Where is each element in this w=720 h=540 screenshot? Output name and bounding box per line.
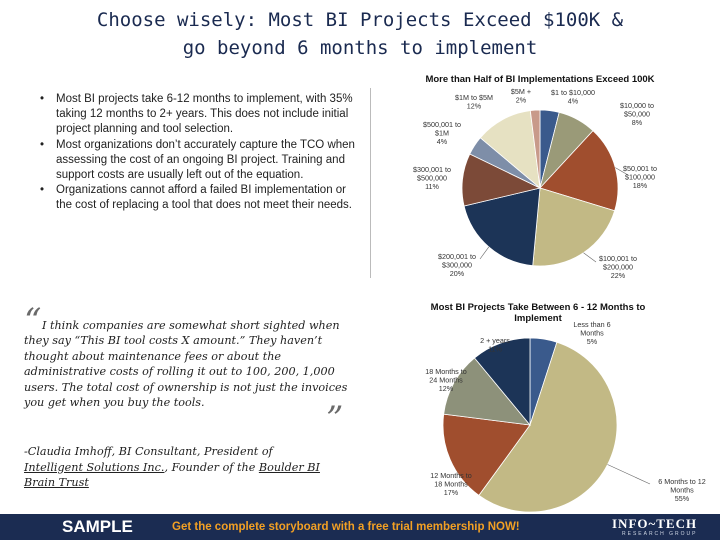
leader-line [607,464,651,485]
bullet-item: Organizations cannot afford a failed BI … [30,183,360,213]
slice-label: $5M +2% [511,87,531,105]
quote-attribution: -Claudia Imhoff, BI Consultant, Presiden… [24,444,354,491]
column-divider [370,88,371,278]
title-line-1: Choose wisely: Most BI Projects Exceed $… [96,9,624,31]
company-link[interactable]: Intelligent Solutions Inc. [24,460,165,474]
quote-body: I think companies are somewhat short sig… [24,319,348,410]
info-tech-logo: INFO~TECH [612,516,698,531]
bullet-list: Most BI projects take 6-12 months to imp… [30,92,360,214]
pie-slice [442,413,531,496]
pie-slice [532,187,616,267]
close-quote-mark: ” [326,399,344,439]
slice-label: $10,000 to $50,000 8% [620,101,654,127]
title-line-2: go beyond 6 months to implement [182,37,538,59]
duration-pie-chart: Most BI Projects Take Between 6 - 12 Mon… [425,302,706,513]
slice-label: $1M to $5M 12% [455,93,493,111]
pie-slice [463,187,541,267]
pie-slice [529,109,541,189]
slice-label: 12 Months to 18 Months 17% [430,471,472,497]
charts-canvas: More than Half of BI Implementations Exc… [413,74,706,513]
attribution-prefix: -Claudia Imhoff, BI Consultant, Presiden… [24,445,273,458]
leader-line [479,246,490,260]
chart-title: More than Half of BI Implementations Exc… [425,74,654,85]
bullet-item: Most BI projects take 6-12 months to imp… [30,92,360,138]
slice-label: 2 + years 11% [480,336,510,354]
info-tech-logo-sub: RESEARCH GROUP [622,531,698,537]
page-title: Choose wisely: Most BI Projects Exceed $… [0,6,720,62]
trial-cta-link[interactable]: Get the complete storyboard with a free … [172,521,520,533]
pie-slice [478,341,618,513]
slice-label: $200,001 to $300,000 20% [438,252,476,278]
slice-label: Less than 6 Months 5% [573,320,610,346]
footer-banner: SAMPLE Get the complete storyboard with … [0,514,720,540]
bullet-item: Most organizations don’t accurately capt… [30,138,360,184]
slice-label: $300,001 to $500,000 11% [413,165,451,191]
slice-label: $1 to $10,000 4% [551,88,595,106]
slice-label: $500,001 to $1M 4% [423,120,461,146]
pie-slice [443,357,531,426]
open-quote-mark: “ [24,301,42,341]
slice-label: $50,001 to $100,000 18% [623,164,657,190]
sample-label: SAMPLE [62,517,133,536]
slice-label: $100,001 to $200,000 22% [599,254,637,280]
pie-slice [473,337,531,427]
cost-pie-chart: More than Half of BI Implementations Exc… [413,74,657,280]
quote-text: I think companies are somewhat short sig… [24,318,350,410]
boulder-bi-link[interactable]: Boulder BI [258,460,320,474]
leader-line [615,167,629,176]
slice-label: 18 Months to 24 Months 12% [425,367,467,393]
attribution-middle: , Founder of the [164,460,259,474]
brain-trust-link[interactable]: Brain Trust [24,476,89,490]
chart-title: Most BI Projects Take Between 6 - 12 Mon… [431,302,646,324]
pie-slice [539,130,619,212]
slice-label: 6 Months to 12 Months 55% [658,477,706,503]
leader-line [583,252,597,263]
